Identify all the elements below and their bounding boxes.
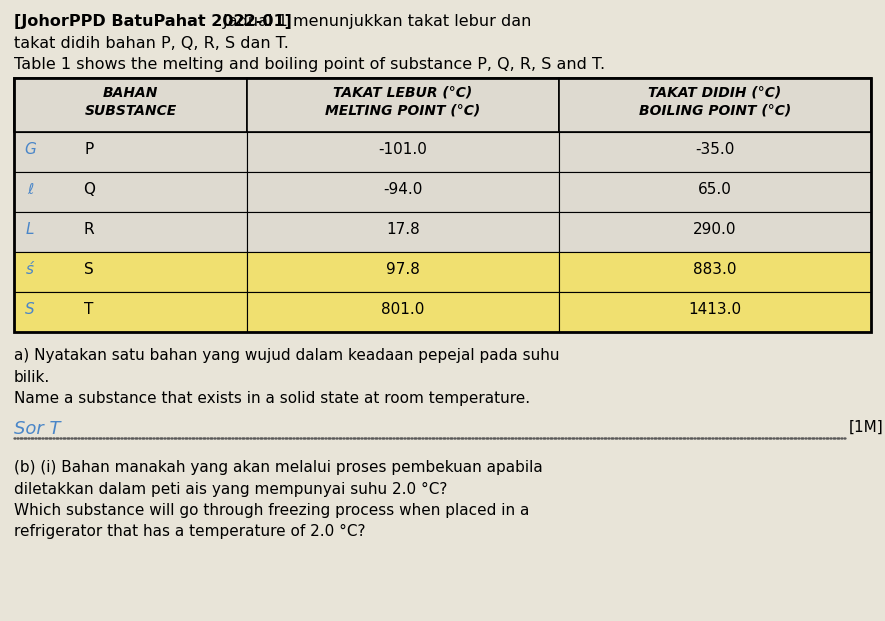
Bar	[247, 292, 559, 332]
Bar	[559, 292, 871, 332]
Text: ℓ: ℓ	[27, 182, 33, 197]
Text: G: G	[24, 142, 36, 157]
Text: bilik.: bilik.	[14, 370, 50, 385]
Text: SUBSTANCE: SUBSTANCE	[84, 104, 177, 118]
Bar	[559, 78, 871, 132]
Text: [1M]: [1M]	[849, 420, 884, 435]
Text: Which substance will go through freezing process when placed in a: Which substance will go through freezing…	[14, 503, 529, 518]
Text: refrigerator that has a temperature of 2.0 °C?: refrigerator that has a temperature of 2…	[14, 524, 366, 539]
Bar	[559, 172, 871, 212]
Text: ś: ś	[26, 262, 34, 277]
Bar	[559, 252, 871, 292]
Text: MELTING POINT (°C): MELTING POINT (°C)	[326, 104, 481, 118]
Text: S: S	[25, 302, 35, 317]
Bar	[14, 132, 247, 172]
Text: Jadual 1 menunjukkan takat lebur dan: Jadual 1 menunjukkan takat lebur dan	[218, 14, 531, 29]
Text: 1413.0: 1413.0	[689, 302, 742, 317]
Text: takat didih bahan P, Q, R, S dan T.: takat didih bahan P, Q, R, S dan T.	[14, 36, 289, 51]
Bar	[14, 212, 247, 252]
Text: 65.0: 65.0	[698, 182, 732, 197]
Bar	[14, 252, 247, 292]
Bar	[14, 78, 247, 132]
Text: BAHAN: BAHAN	[103, 86, 158, 100]
Bar	[247, 78, 559, 132]
Text: BOILING POINT (°C): BOILING POINT (°C)	[639, 104, 791, 118]
Bar	[14, 292, 247, 332]
Text: Name a substance that exists in a solid state at room temperature.: Name a substance that exists in a solid …	[14, 391, 530, 406]
Bar	[559, 132, 871, 172]
Text: diletakkan dalam peti ais yang mempunyai suhu 2.0 °C?: diletakkan dalam peti ais yang mempunyai…	[14, 482, 448, 497]
Text: S: S	[84, 262, 94, 277]
Text: -94.0: -94.0	[383, 182, 423, 197]
Text: [JohorPPD BatuPahat 2022-01]: [JohorPPD BatuPahat 2022-01]	[14, 14, 292, 29]
Text: R: R	[84, 222, 95, 237]
Text: Q: Q	[83, 182, 95, 197]
Bar	[247, 212, 559, 252]
Text: T: T	[84, 302, 94, 317]
Text: a) Nyatakan satu bahan yang wujud dalam keadaan pepejal pada suhu: a) Nyatakan satu bahan yang wujud dalam …	[14, 348, 559, 363]
Bar	[247, 252, 559, 292]
Bar	[14, 172, 247, 212]
Text: 801.0: 801.0	[381, 302, 425, 317]
Text: TAKAT LEBUR (°C): TAKAT LEBUR (°C)	[334, 86, 473, 100]
Text: TAKAT DIDIH (°C): TAKAT DIDIH (°C)	[649, 86, 781, 100]
Text: 290.0: 290.0	[693, 222, 737, 237]
Text: Table 1 shows the melting and boiling point of substance P, Q, R, S and T.: Table 1 shows the melting and boiling po…	[14, 57, 605, 72]
Text: (b) (i) Bahan manakah yang akan melalui proses pembekuan apabila: (b) (i) Bahan manakah yang akan melalui …	[14, 460, 543, 475]
Text: P: P	[84, 142, 94, 157]
Bar	[247, 132, 559, 172]
Text: L: L	[26, 222, 35, 237]
Text: 97.8: 97.8	[386, 262, 420, 277]
Bar	[14, 78, 871, 332]
Text: -101.0: -101.0	[379, 142, 427, 157]
Text: -35.0: -35.0	[696, 142, 735, 157]
Bar	[559, 212, 871, 252]
Text: 883.0: 883.0	[693, 262, 737, 277]
Text: Sor T: Sor T	[14, 420, 60, 438]
Bar	[247, 172, 559, 212]
Text: 17.8: 17.8	[386, 222, 420, 237]
